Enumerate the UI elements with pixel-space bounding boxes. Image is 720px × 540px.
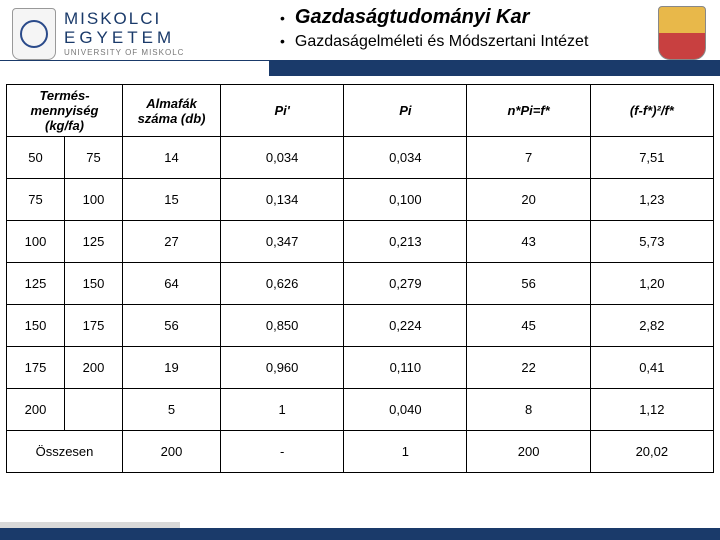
footer-accent-bar [0,528,720,540]
university-name: MISKOLCI EGYETEM UNIVERSITY OF MISKOLC [64,10,184,58]
totals-label: Összesen [7,431,123,473]
header-accent-bar-cut [0,60,270,76]
table-cell: 175 [7,347,65,389]
table-cell: 56 [123,305,221,347]
table-cell: 5,73 [590,221,713,263]
university-crest-icon [12,8,56,60]
table-cell: 0,224 [344,305,467,347]
table-cell: 100 [7,221,65,263]
department-line: • Gazdaságelméleti és Módszertani Intéze… [280,33,588,51]
th-quantity: Termés- mennyiség (kg/fa) [7,85,123,137]
table-cell: - [221,431,344,473]
table-cell: 0,134 [221,179,344,221]
table-cell: 1,12 [590,389,713,431]
th-chi: (f-f*)²/f* [590,85,713,137]
bullet-icon: • [280,11,285,25]
table-cell: 175 [65,305,123,347]
table-cell: 75 [7,179,65,221]
table-cell: 45 [467,305,590,347]
slide-header: MISKOLCI EGYETEM UNIVERSITY OF MISKOLC •… [0,0,720,76]
table-cell: 0,040 [344,389,467,431]
table-cell: 1 [344,431,467,473]
table-cell: 43 [467,221,590,263]
table-cell: 5 [123,389,221,431]
table-cell: 8 [467,389,590,431]
table-header-row: Termés- mennyiség (kg/fa) Almafák száma … [7,85,714,137]
table-cell: 1,23 [590,179,713,221]
table-cell: 125 [65,221,123,263]
table-cell: 27 [123,221,221,263]
table-cell: 200 [123,431,221,473]
table-cell: 200 [467,431,590,473]
table-cell: 56 [467,263,590,305]
table-cell: 0,347 [221,221,344,263]
table-row: 75100150,1340,100201,23 [7,179,714,221]
table-cell: 0,850 [221,305,344,347]
table-cell: 50 [7,137,65,179]
table-cell: 150 [7,305,65,347]
table-cell: 125 [7,263,65,305]
data-table-container: Termés- mennyiség (kg/fa) Almafák száma … [6,84,714,473]
table-cell: 20 [467,179,590,221]
table-row: 150175560,8500,224452,82 [7,305,714,347]
faculty-line: • Gazdaságtudományi Kar [280,6,588,29]
table-cell: 0,110 [344,347,467,389]
table-cell: 7 [467,137,590,179]
table-cell [65,389,123,431]
table-cell: 14 [123,137,221,179]
bullet-icon: • [280,34,285,48]
table-cell: 0,213 [344,221,467,263]
table-row: 125150640,6260,279561,20 [7,263,714,305]
table-cell: 0,034 [221,137,344,179]
table-cell: 19 [123,347,221,389]
city-crest-icon [658,6,706,60]
table-cell: 7,51 [590,137,713,179]
table-totals-row: Összesen200-120020,02 [7,431,714,473]
table-body: 5075140,0340,03477,5175100150,1340,10020… [7,137,714,473]
department-name: Gazdaságelméleti és Módszertani Intézet [295,33,588,51]
table-cell: 20,02 [590,431,713,473]
th-fstar: n*Pi=f* [467,85,590,137]
university-name-line2: EGYETEM [64,29,184,48]
th-pi-prime: Pi' [221,85,344,137]
table-cell: 64 [123,263,221,305]
table-cell: 0,960 [221,347,344,389]
table-row: 200 510,04081,12 [7,389,714,431]
table-cell: 0,41 [590,347,713,389]
table-cell: 0,034 [344,137,467,179]
faculty-name: Gazdaságtudományi Kar [295,6,530,29]
table-cell: 75 [65,137,123,179]
table-cell: 1 [221,389,344,431]
data-table: Termés- mennyiség (kg/fa) Almafák száma … [6,84,714,473]
university-subtitle: UNIVERSITY OF MISKOLC [64,49,184,58]
table-cell: 100 [65,179,123,221]
table-row: 5075140,0340,03477,51 [7,137,714,179]
table-cell: 0,279 [344,263,467,305]
table-cell: 22 [467,347,590,389]
table-cell: 1,20 [590,263,713,305]
table-cell: 200 [65,347,123,389]
table-row: 175200190,9600,110220,41 [7,347,714,389]
table-cell: 200 [7,389,65,431]
th-pi: Pi [344,85,467,137]
table-cell: 0,626 [221,263,344,305]
table-row: 100125270,3470,213435,73 [7,221,714,263]
th-count: Almafák száma (db) [123,85,221,137]
header-titles: • Gazdaságtudományi Kar • Gazdaságelméle… [280,6,588,55]
university-logo-block: MISKOLCI EGYETEM UNIVERSITY OF MISKOLC [12,8,184,60]
table-cell: 150 [65,263,123,305]
table-cell: 2,82 [590,305,713,347]
table-cell: 15 [123,179,221,221]
university-name-line1: MISKOLCI [64,10,184,29]
table-cell: 0,100 [344,179,467,221]
